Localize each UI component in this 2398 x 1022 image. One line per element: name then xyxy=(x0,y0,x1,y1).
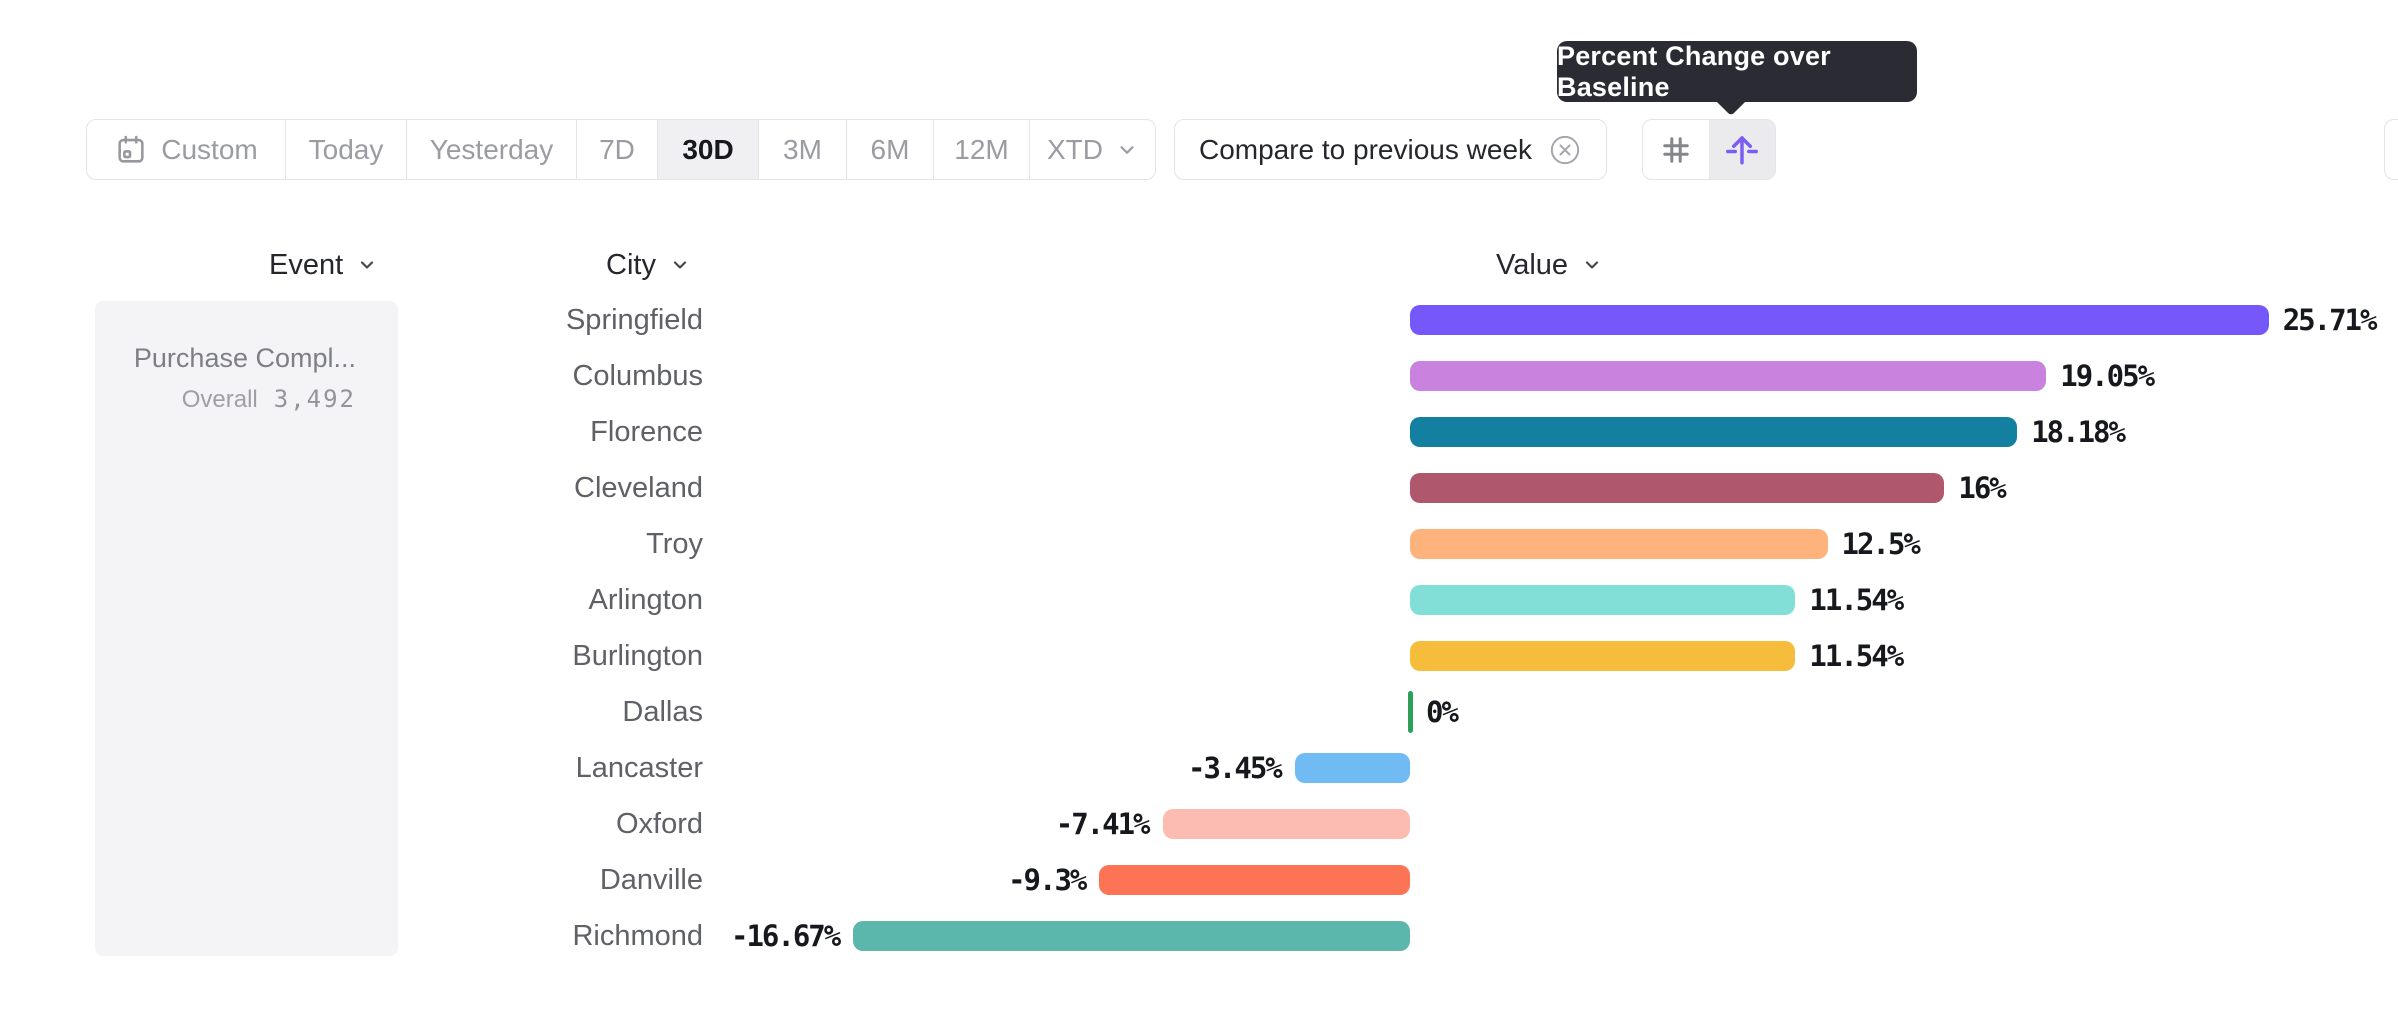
bar[interactable] xyxy=(1162,809,1410,839)
metric-value: 3,492 xyxy=(273,385,356,413)
grid-icon xyxy=(1658,132,1694,168)
bar[interactable] xyxy=(1410,361,2047,391)
table-row: Oxford -7.41% xyxy=(0,796,2398,852)
table-row: Lancaster -3.45% xyxy=(0,740,2398,796)
column-header-label: City xyxy=(606,248,656,281)
city-label: Burlington xyxy=(572,640,703,672)
column-header-label: Event xyxy=(269,248,344,281)
date-range-label: XTD xyxy=(1047,133,1103,165)
grid-view-button[interactable] xyxy=(1643,120,1709,179)
compare-chip[interactable]: Compare to previous week xyxy=(1174,119,1607,180)
chevron-down-icon xyxy=(670,255,690,275)
tooltip-text: Percent Change over Baseline xyxy=(1557,40,1831,102)
bar[interactable] xyxy=(1410,417,2018,447)
date-range-12m[interactable]: 12M xyxy=(933,120,1029,179)
chevron-down-icon xyxy=(1582,255,1602,275)
clipped-button-group[interactable] xyxy=(2384,119,2398,180)
value-label: 25.71% xyxy=(2282,303,2378,337)
bar[interactable] xyxy=(1410,305,2269,335)
city-label: Springfield xyxy=(565,304,703,336)
table-row: Danville -9.3% xyxy=(0,852,2398,908)
calendar-icon xyxy=(114,133,148,167)
value-label: 18.18% xyxy=(2031,415,2126,449)
date-range-today[interactable]: Today xyxy=(285,120,406,179)
city-label: Oxford xyxy=(615,808,703,840)
bar[interactable] xyxy=(1410,641,1796,671)
table-row: Burlington 11.54% xyxy=(0,628,2398,684)
baseline-arrow-icon xyxy=(1724,132,1760,168)
date-range-label: Yesterday xyxy=(429,133,554,165)
bar[interactable] xyxy=(853,921,1410,951)
city-label: Dallas xyxy=(622,696,703,728)
column-header-event[interactable]: Event xyxy=(269,246,377,284)
date-range-label: Custom xyxy=(161,133,258,165)
column-header-label: Value xyxy=(1496,248,1569,281)
city-label: Columbus xyxy=(572,360,703,392)
table-row: Troy 12.5% xyxy=(0,516,2398,572)
value-label: 19.05% xyxy=(2060,359,2155,393)
table-row: Cleveland 16% xyxy=(0,460,2398,516)
city-label: Danville xyxy=(599,864,703,896)
column-header-value[interactable]: Value xyxy=(1496,246,1602,284)
column-header-city[interactable]: City xyxy=(606,246,690,284)
chevron-down-icon xyxy=(1116,139,1138,161)
date-range-label: 3M xyxy=(783,133,822,165)
city-label: Troy xyxy=(646,528,703,560)
event-panel: Purchase Compl... Overall 3,492 xyxy=(95,301,398,956)
event-name: Purchase Compl... xyxy=(133,343,356,373)
baseline-view-button[interactable] xyxy=(1709,120,1775,179)
table-row: Springfield 25.71% xyxy=(0,292,2398,348)
date-range-label: 6M xyxy=(870,133,910,165)
chart-rows: Springfield 25.71% Columbus 19.05% Florence 1… xyxy=(0,292,2398,964)
date-range-label: 30D xyxy=(682,133,734,165)
value-label: -7.41% xyxy=(1055,807,1151,841)
view-toggle-group xyxy=(1642,119,1776,180)
value-label: 11.54% xyxy=(1809,639,1904,673)
value-label: 16% xyxy=(1958,471,2006,505)
date-range-label: 7D xyxy=(599,133,635,165)
x-circle-icon[interactable] xyxy=(1548,133,1582,167)
city-label: Florence xyxy=(590,416,703,448)
zero-marker[interactable] xyxy=(1408,691,1413,733)
value-label: -3.45% xyxy=(1188,751,1283,785)
date-range-label: Today xyxy=(308,133,384,165)
date-range-30d[interactable]: 30D xyxy=(657,120,758,179)
value-label: -16.67% xyxy=(731,919,841,953)
bar[interactable] xyxy=(1410,529,1828,559)
date-range-group: Custom Today Yesterday 7D 30D 3M 6M 12M XTD xyxy=(86,119,1156,180)
metric-label: Overall xyxy=(181,386,258,413)
table-row: Florence 18.18% xyxy=(0,404,2398,460)
bar[interactable] xyxy=(1410,473,1945,503)
tooltip: Percent Change over Baseline xyxy=(1557,41,1917,102)
compare-chip-label: Compare to previous week xyxy=(1198,133,1533,165)
bar[interactable] xyxy=(1410,585,1796,615)
date-range-3m[interactable]: 3M xyxy=(758,120,846,179)
bar[interactable] xyxy=(1099,865,1410,895)
value-label: 12.5% xyxy=(1841,527,1921,561)
date-range-yesterday[interactable]: Yesterday xyxy=(406,120,576,179)
table-row: Columbus 19.05% xyxy=(0,348,2398,404)
table-row: Richmond -16.67% xyxy=(0,908,2398,964)
bar[interactable] xyxy=(1294,753,1410,783)
date-range-6m[interactable]: 6M xyxy=(846,120,933,179)
chevron-down-icon xyxy=(357,255,377,275)
table-row: Arlington 11.54% xyxy=(0,572,2398,628)
city-label: Arlington xyxy=(588,584,703,616)
date-range-7d[interactable]: 7D xyxy=(576,120,657,179)
value-label: -9.3% xyxy=(1008,863,1087,897)
city-label: Lancaster xyxy=(575,752,703,784)
date-range-xtd[interactable]: XTD xyxy=(1029,120,1155,179)
table-row: Dallas 0% xyxy=(0,684,2398,740)
value-label: 11.54% xyxy=(1809,583,1904,617)
value-label: 0% xyxy=(1426,695,1459,729)
date-range-label: 12M xyxy=(954,133,1009,165)
city-label: Cleveland xyxy=(574,472,703,504)
event-metric: Overall 3,492 xyxy=(95,385,356,414)
event-card[interactable]: Purchase Compl... Overall 3,492 xyxy=(95,301,398,414)
city-label: Richmond xyxy=(572,920,703,952)
date-range-custom[interactable]: Custom xyxy=(87,120,285,179)
